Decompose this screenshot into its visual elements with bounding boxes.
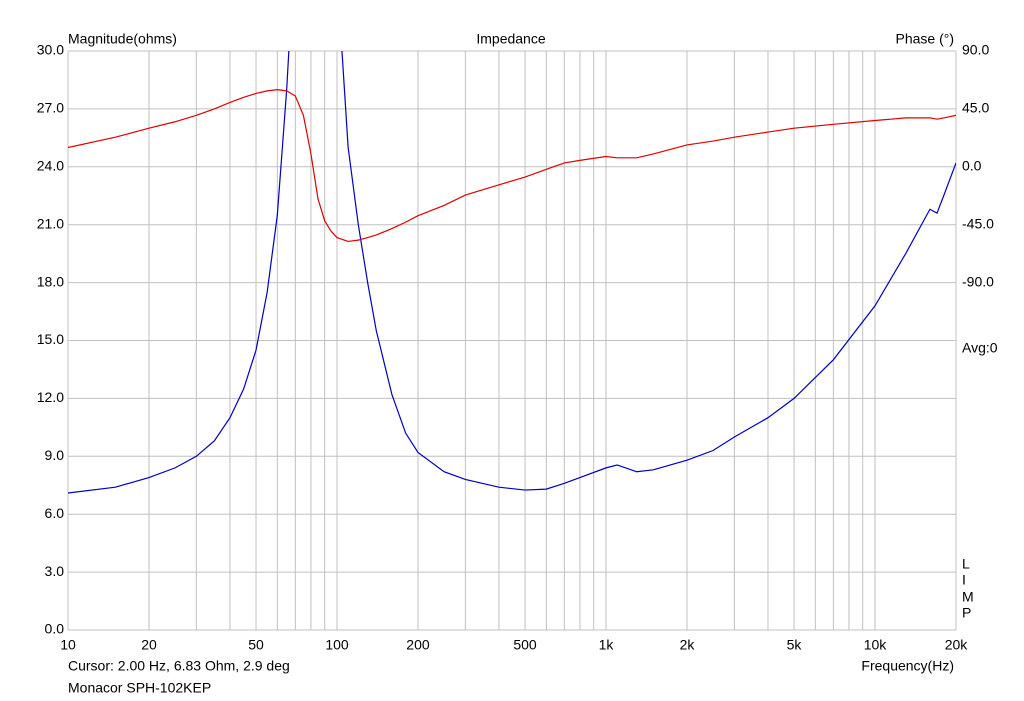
y2-tick-label: 45.0 [962,100,989,116]
y-tick-label: 6.0 [45,505,65,521]
x-tick-label: 10 [60,637,76,653]
y-tick-label: 15.0 [37,331,64,347]
footer-text: Monacor SPH-102KEP [68,680,211,696]
x-axis-label: Frequency(Hz) [861,658,954,674]
y-axis-label: Magnitude(ohms) [68,31,177,47]
y-tick-label: 0.0 [45,621,65,637]
y-tick-label: 21.0 [37,215,64,231]
x-tick-label: 1k [599,637,615,653]
annotation: M [962,589,974,605]
footer-text: Cursor: 2.00 Hz, 6.83 Ohm, 2.9 deg [68,658,290,674]
x-tick-label: 100 [325,637,349,653]
y2-tick-label: 0.0 [962,158,982,174]
x-tick-label: 20 [141,637,157,653]
data-line [68,88,956,243]
y-tick-label: 12.0 [37,389,64,405]
y2-tick-label: 90.0 [962,42,989,58]
annotation: I [962,572,966,588]
y2-tick-label: -45.0 [962,215,994,231]
y2-tick-label: -90.0 [962,273,994,289]
x-tick-label: 500 [513,637,537,653]
y2-axis-label: Phase (°) [895,31,954,47]
y-tick-label: 3.0 [45,563,65,579]
y-tick-label: 27.0 [37,100,64,116]
x-tick-label: 5k [787,637,803,653]
x-tick-label: 20k [945,637,969,653]
y-tick-label: 24.0 [37,158,64,174]
x-tick-label: 2k [680,637,696,653]
x-tick-label: 10k [864,637,888,653]
annotation: P [962,605,971,621]
annotation: L [962,556,970,572]
y-tick-label: 18.0 [37,273,64,289]
y-tick-label: 30.0 [37,42,64,58]
x-tick-label: 200 [406,637,430,653]
chart-title: Impedance [476,31,545,47]
data-line [68,51,956,494]
x-tick-label: 50 [248,637,264,653]
y-tick-label: 9.0 [45,447,65,463]
annotation: Avg:0 [962,340,998,356]
